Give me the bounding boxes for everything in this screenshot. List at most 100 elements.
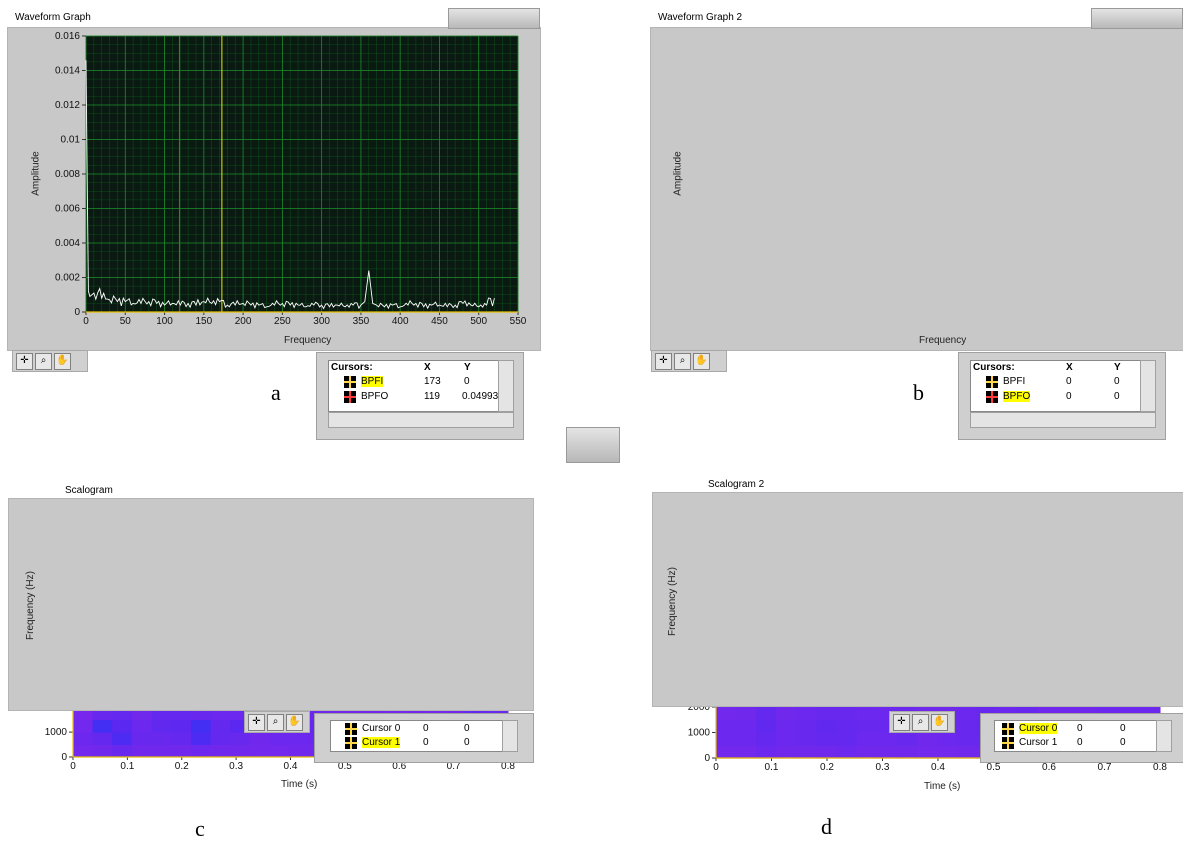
hand-pan-icon[interactable]: ✋ xyxy=(286,713,303,731)
scalogram-c-cell xyxy=(210,732,231,745)
scalogram-c-cursor-1-x[interactable]: 0 xyxy=(423,737,429,748)
scalogram-d-scrollbar[interactable] xyxy=(1156,720,1172,752)
scalogram-c-cell xyxy=(92,744,113,758)
zoom-icon[interactable]: ⌕ xyxy=(674,352,691,370)
scalogram-d-cell xyxy=(736,707,757,721)
zoom-icon[interactable]: ⌕ xyxy=(35,352,52,370)
graph-a-vertical-scrollbar[interactable] xyxy=(498,360,514,412)
scalogram-d-cell xyxy=(956,732,978,746)
waveform-graph-title: Waveform Graph xyxy=(15,12,91,23)
scalogram-c-cell xyxy=(112,744,133,758)
graph-a-cursor-1-name[interactable]: BPFO xyxy=(361,391,389,402)
scalogram-d-cell xyxy=(936,732,958,746)
scalogram-c-scrollbar[interactable] xyxy=(502,720,518,752)
scalogram-c-cell xyxy=(191,732,212,745)
scalogram-d-cell xyxy=(936,745,958,759)
scalogram-c-cursor-0-x[interactable]: 0 xyxy=(423,723,429,734)
scalogram-d-cursor-0-name[interactable]: Cursor 0 xyxy=(1019,723,1058,734)
graph-a-toolbar: ✛ ⌕ ✋ xyxy=(12,350,88,372)
graph-a-cursor-0-name[interactable]: BPFI xyxy=(361,376,384,387)
scalogram-d-cursor-1-x[interactable]: 0 xyxy=(1077,737,1083,748)
scalogram-c-x-tick-label: 0 xyxy=(70,761,76,772)
graph-a-cursor-0-y[interactable]: 0 xyxy=(464,376,470,387)
scalogram-d-cell xyxy=(756,719,777,734)
scalogram-d-cell xyxy=(736,732,757,746)
scalogram-c-y-label: Frequency (Hz) xyxy=(24,571,36,640)
graph-a-cursors-header: Cursors: xyxy=(331,362,373,373)
scalogram-d-cell xyxy=(816,707,837,721)
cursor-move-icon[interactable]: ✛ xyxy=(16,352,33,370)
zoom-icon[interactable]: ⌕ xyxy=(267,713,284,731)
scalogram-d-x-tick-label: 0.1 xyxy=(765,762,779,773)
scalogram-panel xyxy=(8,498,534,711)
cursor-move-icon[interactable]: ✛ xyxy=(893,713,910,731)
center-button[interactable] xyxy=(566,427,620,463)
graph-a-x-header: X xyxy=(424,362,431,373)
scalogram-c-cell xyxy=(73,744,94,758)
graph-b-cursors-header: Cursors: xyxy=(973,362,1015,373)
scalogram-c-cell xyxy=(171,719,192,733)
scalogram-d-cell xyxy=(716,719,737,734)
scalogram-d-x-tick-label: 0.3 xyxy=(876,762,890,773)
scalogram-d-cell xyxy=(796,707,817,721)
scalogram-d-cell xyxy=(876,745,897,759)
graph-a-cursor-1-x[interactable]: 119 xyxy=(424,391,440,402)
scalogram-d-cell xyxy=(796,745,817,759)
zoom-icon[interactable]: ⌕ xyxy=(912,713,929,731)
scalogram-d-cell xyxy=(816,732,837,746)
graph-a-cursor-table xyxy=(328,360,500,412)
graph-b-x-label: Frequency xyxy=(919,335,967,346)
graph-a-cursor-1-y[interactable]: 0.04993 xyxy=(462,391,499,402)
graph-b-cursor-1-name[interactable]: BPFO xyxy=(1003,391,1031,402)
graph-b-cursor-1-x[interactable]: 0 xyxy=(1066,391,1072,402)
graph-b-cursor-0-x[interactable]: 0 xyxy=(1066,376,1072,387)
scalogram-d-cell xyxy=(756,732,777,746)
scalogram-d-cell xyxy=(756,745,777,759)
scalogram-c-cell xyxy=(289,732,310,745)
scalogram-c-cell xyxy=(171,744,192,758)
scalogram-c-cursor-1-y[interactable]: 0 xyxy=(464,737,470,748)
hand-pan-icon[interactable]: ✋ xyxy=(54,352,71,370)
graph-b-caption: b xyxy=(913,380,924,405)
scalogram-c-cell xyxy=(151,744,172,758)
scalogram-d-x-tick-label: 0.6 xyxy=(1042,762,1056,773)
scalogram-d-cell xyxy=(916,732,938,746)
scalogram-d-cell xyxy=(956,707,978,721)
graph-a-horizontal-scrollbar[interactable] xyxy=(328,412,514,428)
scalogram-d-cursor-1-name[interactable]: Cursor 1 xyxy=(1019,737,1058,748)
graph-b-corner-button[interactable] xyxy=(1091,8,1183,29)
hand-pan-icon[interactable]: ✋ xyxy=(931,713,948,731)
graph-b-cursor-0-y[interactable]: 0 xyxy=(1114,376,1120,387)
scalogram-2-title: Scalogram 2 xyxy=(708,479,765,490)
scalogram-d-cell xyxy=(775,707,797,721)
scalogram-d-x-tick-label: 0.2 xyxy=(820,762,834,773)
cursor-yellow-icon xyxy=(345,737,357,749)
cursor-move-icon[interactable]: ✛ xyxy=(248,713,265,731)
scalogram-c-cursor-1-name[interactable]: Cursor 1 xyxy=(362,737,401,748)
graph-a-corner-button[interactable] xyxy=(448,8,540,29)
scalogram-d-cell xyxy=(716,745,737,759)
scalogram-c-cell xyxy=(73,732,94,745)
graph-b-horizontal-scrollbar[interactable] xyxy=(970,412,1156,428)
graph-b-vertical-scrollbar[interactable] xyxy=(1140,360,1156,412)
graph-b-cursor-0-name[interactable]: BPFI xyxy=(1003,376,1026,387)
cursor-move-icon[interactable]: ✛ xyxy=(655,352,672,370)
hand-pan-icon[interactable]: ✋ xyxy=(693,352,710,370)
graph-b-cursor-1-y[interactable]: 0 xyxy=(1114,391,1120,402)
scalogram-c-cursor-0-y[interactable]: 0 xyxy=(464,723,470,734)
scalogram-c-x-tick-label: 0.4 xyxy=(284,761,298,772)
scalogram-d-x-tick-label: 0 xyxy=(713,762,719,773)
graph-a-y-label: Amplitude xyxy=(30,151,42,196)
scalogram-d-cell xyxy=(876,732,897,746)
scalogram-c-cursor-0-name[interactable]: Cursor 0 xyxy=(362,723,401,734)
graph-a-y-header: Y xyxy=(464,362,471,373)
scalogram-d-y-label: Frequency (Hz) xyxy=(666,567,678,636)
scalogram-d-cursor-0-y[interactable]: 0 xyxy=(1120,723,1126,734)
scalogram-d-cell xyxy=(896,745,918,759)
scalogram-d-x-tick-label: 0.7 xyxy=(1098,762,1112,773)
scalogram-d-x-tick-label: 0.4 xyxy=(931,762,945,773)
graph-a-cursor-0-x[interactable]: 173 xyxy=(424,376,441,387)
scalogram-d-cursor-1-y[interactable]: 0 xyxy=(1120,737,1126,748)
cursor-red-icon xyxy=(986,391,998,403)
scalogram-d-cursor-0-x[interactable]: 0 xyxy=(1077,723,1083,734)
